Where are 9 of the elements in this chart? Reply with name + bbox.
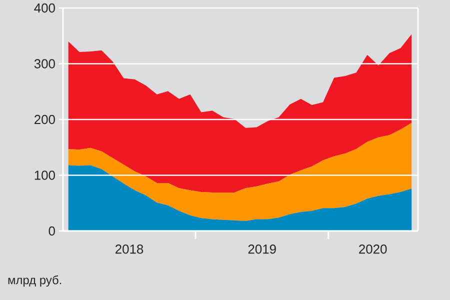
y-tick-label: 0 xyxy=(48,226,55,236)
y-tick-label: 100 xyxy=(34,170,55,180)
y-tick-label: 300 xyxy=(34,59,55,68)
y-tick-label: 400 xyxy=(34,3,55,13)
text: млрд руб. xyxy=(8,275,62,287)
x-tick-label: 2020 xyxy=(359,244,387,254)
y-tick-label: 200 xyxy=(34,114,55,124)
x-tick-label: 2019 xyxy=(248,244,276,254)
x-tick-label: 2018 xyxy=(116,244,144,254)
